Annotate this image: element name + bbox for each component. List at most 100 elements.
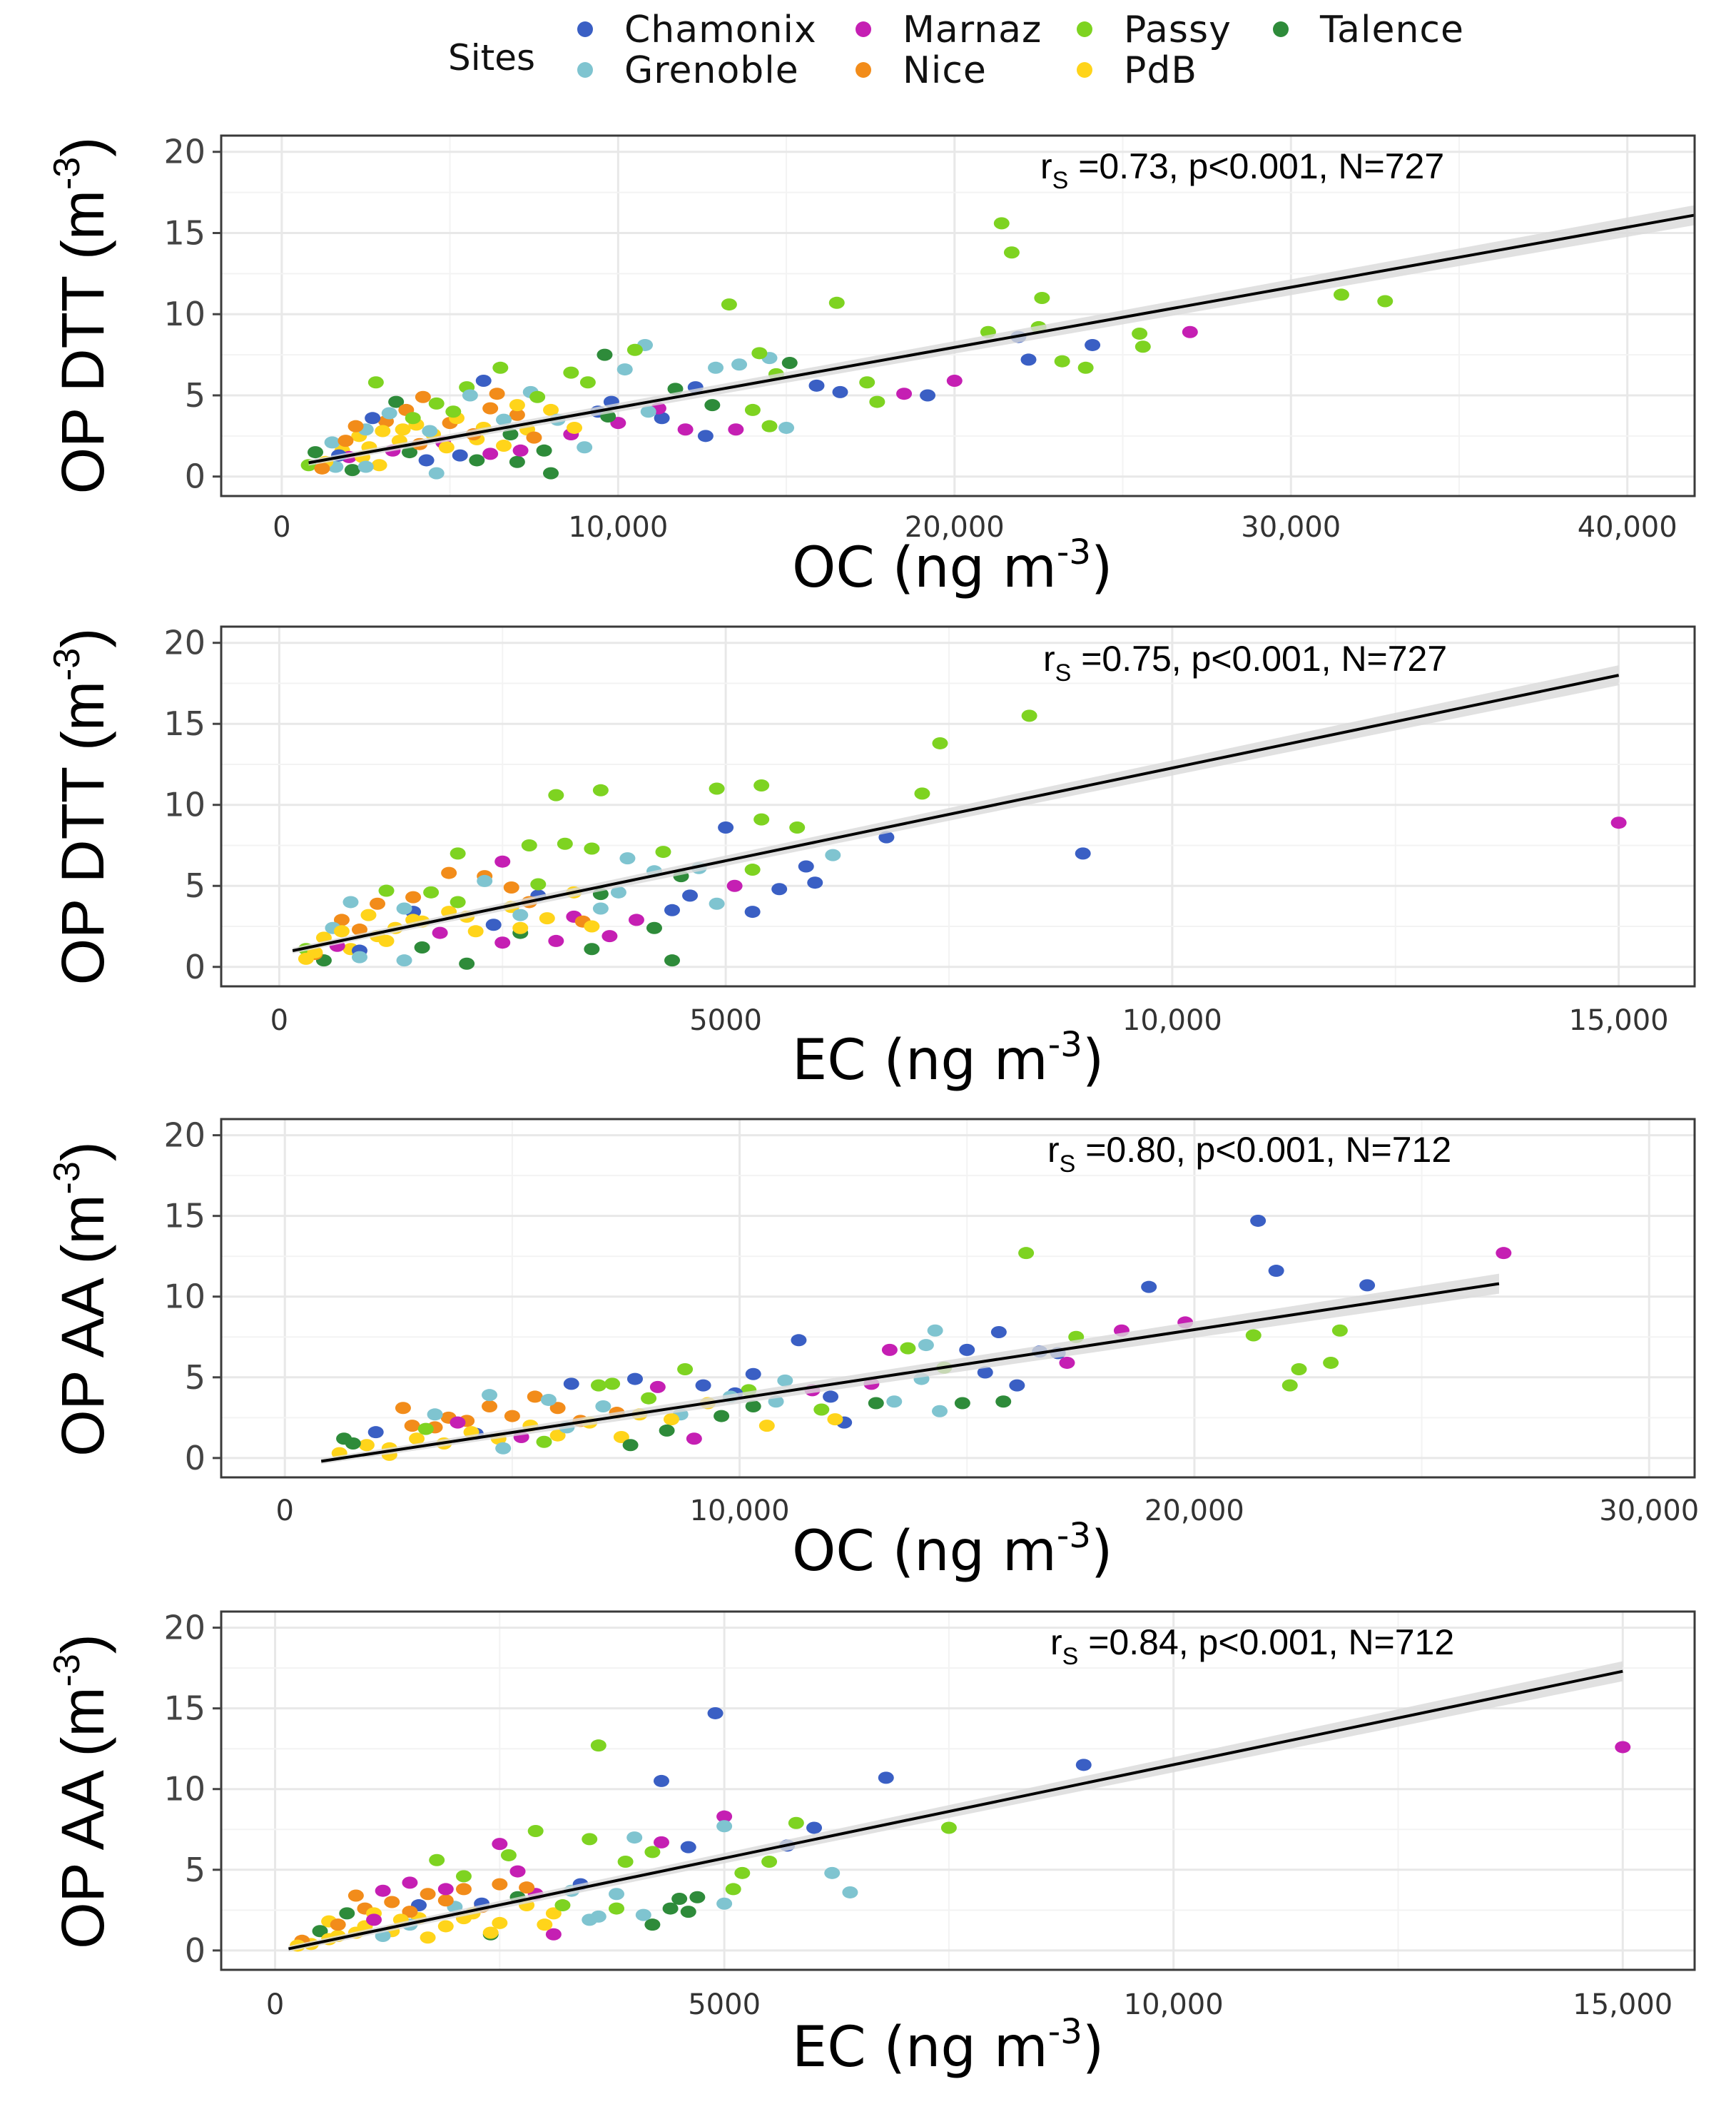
legend-label-marnaz: Marnaz [903,9,1042,51]
data-point-passy [429,1853,445,1866]
data-point-grenoble [396,954,412,967]
gridlines [221,136,1695,496]
data-point-grenoble [351,951,367,964]
data-point-passy [530,878,547,891]
y-axis: 0 5 10 15 20 [163,1116,221,1477]
data-point-nice [527,1390,543,1403]
data-point-nice [455,1883,472,1896]
data-point-chamonix [664,904,681,916]
data-point-nice [519,1881,535,1894]
data-point-talence [664,954,681,967]
data-point-chamonix [959,1343,975,1356]
data-point-passy [428,397,445,410]
plot-border [220,625,1696,988]
data-point-talence [995,1395,1012,1408]
data-point-pdb [584,920,600,933]
data-point-grenoble [619,852,636,865]
data-point-passy [828,296,845,309]
data-point-passy [590,1739,606,1752]
data-point-nice [504,1410,520,1422]
data-point-talence [469,454,485,467]
data-point-grenoble [482,1389,498,1402]
data-point-grenoble [616,363,633,376]
legend-label-passy: Passy [1124,9,1232,51]
data-point-passy [1018,1247,1035,1260]
data-point-chamonix [718,821,734,834]
correlation-annotation: rS =0.84, p<0.001, N=712 [1050,1622,1454,1670]
regression-fit [320,1273,1500,1465]
data-point-talence [671,1893,688,1906]
data-point-chamonix [418,454,435,467]
data-point-passy [609,1902,625,1915]
y-tick-label: 5 [185,1358,205,1397]
data-point-grenoble [540,1393,557,1406]
legend-item-talence: Talence [1273,9,1464,51]
y-tick-label: 10 [163,1770,205,1809]
data-point-passy [641,1392,657,1405]
data-point-passy [423,886,440,899]
data-point-passy [584,842,600,855]
data-point-passy [655,846,671,859]
data-point-passy [788,1816,804,1829]
data-point-passy [536,1435,552,1448]
y-axis-label: OP AA (m-3) [46,1634,116,1949]
data-point-pdb [567,421,583,434]
x-axis: 0 10,000 20,000 30,000 [276,1495,1700,1527]
data-point-grenoble [932,1405,948,1417]
data-point-chamonix [806,1821,823,1834]
data-point-nice [489,388,505,400]
data-point-passy [744,403,761,416]
plot-border [220,1610,1696,1971]
y-tick-label: 20 [163,1116,205,1155]
data-point-chamonix [878,831,895,844]
x-tick-label: 20,000 [905,511,1005,544]
data-point-nice [420,1888,436,1901]
data-point-marnaz [896,388,913,400]
data-point-grenoble [708,361,724,374]
y-tick-label: 0 [185,457,205,496]
x-tick-label: 10,000 [1122,1004,1222,1037]
data-point-talence [584,943,600,956]
y-axis: 0 5 10 15 20 [163,133,221,496]
data-point-chamonix [1250,1214,1267,1227]
y-tick-label: 15 [163,213,205,252]
data-point-passy [734,1866,751,1879]
data-point-passy [1003,246,1020,259]
y-tick-label: 0 [185,1439,205,1477]
data-point-talence [781,356,798,369]
data-point-passy [529,390,546,403]
data-point-chamonix [1085,338,1101,351]
data-point-nice [492,1878,508,1891]
data-point-chamonix [707,1706,724,1719]
data-point-chamonix [808,379,825,392]
data-point-passy [761,420,778,433]
legend-marker-passy [1077,21,1092,37]
data-point-grenoble [495,1442,512,1455]
data-point-grenoble [462,389,478,402]
data-point-talence [543,467,559,480]
data-point-passy [450,896,466,909]
panel-1: 0 5 10 15 20 0 10,000 20,000 30,000 40,000 OP DTT … [46,133,1696,600]
y-tick-label: 10 [163,1278,205,1316]
data-point-passy [1077,361,1094,374]
data-point-nice [370,897,386,910]
data-point-chamonix [365,412,381,425]
legend-label-talence: Talence [1319,9,1464,51]
data-point-pdb [360,909,377,921]
data-point-talence [459,957,475,970]
data-point-passy [914,787,930,800]
data-point-pdb [663,1413,679,1426]
x-axis: 0 10,000 20,000 30,000 40,000 [273,511,1677,544]
data-point-passy [579,376,596,389]
x-tick-label: 40,000 [1578,511,1677,544]
data-point-passy [617,1855,634,1868]
data-point-marnaz [601,930,618,943]
data-point-grenoble [357,460,374,473]
data-point-marnaz [653,1836,669,1849]
legend-title: Sites [448,37,535,79]
data-point-passy [1054,355,1070,368]
data-point-passy [789,821,806,834]
data-point-talence [662,1902,679,1915]
data-point-chamonix [807,876,823,889]
data-point-nice [404,1420,420,1432]
